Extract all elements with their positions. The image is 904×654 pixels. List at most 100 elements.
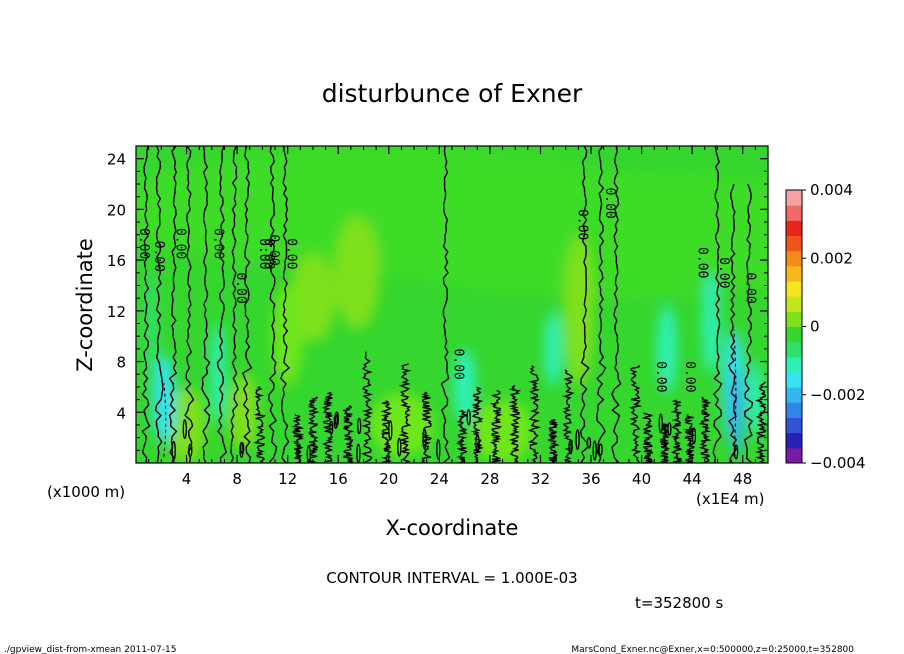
contour-line: [398, 363, 412, 463]
colorbar-swatch: [786, 265, 802, 282]
x-tick-label: 36: [581, 470, 600, 488]
contour-label: 0.00: [266, 234, 281, 265]
x-tick-label: 24: [430, 470, 449, 488]
contour-line: [470, 386, 484, 463]
x-tick-label: 12: [278, 470, 297, 488]
contour-loop: [436, 439, 441, 460]
colorbar-swatch: [786, 205, 802, 221]
colorbar-swatch: [786, 326, 802, 343]
x-tick-label: 28: [480, 470, 499, 488]
contour-label: 0.00: [653, 361, 668, 392]
contour-line: [596, 146, 607, 463]
contour-loop: [586, 436, 592, 449]
chart-title: disturbunce of Exner: [322, 79, 583, 108]
field-patch: [152, 355, 176, 444]
field-patch: [728, 367, 744, 457]
colorbar-swatch: [786, 447, 802, 464]
contour-label: 0.00: [284, 238, 299, 269]
contour-label: 0.00: [451, 348, 466, 379]
contour-loop: [475, 433, 480, 453]
field-patch: [563, 234, 594, 387]
contour-interval-note: CONTOUR INTERVAL = 1.000E-03: [326, 569, 577, 587]
contour-label: 0.00: [172, 228, 187, 259]
y-tick-label: 4: [116, 404, 126, 422]
contour-label: 0.00: [233, 272, 248, 303]
field-patch: [334, 215, 380, 330]
contour-loop: [334, 411, 339, 427]
contour-label: 0.00: [695, 247, 710, 278]
colorbar-swatch: [786, 402, 802, 418]
negative-contour: [733, 329, 737, 457]
field-patch: [470, 399, 535, 463]
contour-loop: [733, 444, 739, 460]
contour-loop: [658, 413, 663, 434]
contour-line: [184, 146, 195, 463]
contour-line: [743, 183, 754, 463]
contour-label: 0.00: [151, 241, 166, 272]
contour-label: 0.00: [716, 257, 731, 288]
colorbar-swatch: [786, 220, 802, 236]
field-patch: [747, 361, 763, 438]
contour-loop: [691, 427, 697, 445]
negative-contour: [163, 383, 167, 457]
field-patch: [544, 310, 562, 387]
field-patch: [146, 272, 159, 400]
contour-line: [659, 423, 671, 463]
contour-line: [420, 391, 433, 463]
contour-loop: [329, 420, 334, 435]
contour-line: [489, 389, 503, 463]
contour-line: [670, 399, 684, 463]
contour-line: [547, 419, 560, 463]
contour-loop: [240, 442, 245, 454]
contour-loop: [575, 428, 580, 451]
contour-label: 0.00: [136, 228, 151, 259]
contour-loop: [357, 417, 362, 435]
colorbar-swatch: [786, 190, 802, 206]
contour-line: [698, 396, 712, 463]
contour-label: 0.00: [602, 187, 617, 218]
colorbar-swatch: [786, 341, 802, 358]
x-unit-left: (x1000 m): [47, 483, 125, 501]
colorbar-tick-label: 0: [810, 318, 820, 336]
y-tick-label: 8: [116, 354, 126, 372]
contour-line: [216, 146, 227, 463]
contour-loop: [598, 443, 603, 456]
contour-line: [380, 400, 393, 463]
x-tick-label: 44: [683, 470, 702, 488]
contour-line: [754, 381, 768, 463]
contour-line: [241, 146, 253, 463]
contour-loop: [422, 428, 427, 450]
contour-line: [683, 414, 696, 463]
heatmap-field: 0.00 0.00 0.00 0.000.000.000.000.00 0.000.00…: [136, 146, 768, 463]
contour-line: [230, 146, 239, 463]
colorbar-tick-label: −0.004: [810, 454, 866, 472]
contour-label: 0.00: [682, 361, 697, 392]
x-axis: 4 8 12 16 20 24 28 32 36 40 44 48: [148, 146, 756, 488]
contour-line: [154, 146, 164, 463]
x-tick-label: 40: [632, 470, 651, 488]
colorbar-swatch: [786, 432, 802, 449]
x-unit-right: (x1E4 m): [696, 490, 765, 508]
contour-line: [727, 183, 738, 463]
contour-line: [267, 146, 278, 463]
field-patch: [210, 323, 226, 425]
contour-line: [508, 384, 522, 463]
contour-line: [712, 146, 723, 463]
contour-loop: [667, 422, 672, 436]
contour-loop: [568, 440, 573, 455]
contour-loop: [466, 409, 471, 426]
x-axis-label: X-coordinate: [386, 516, 519, 540]
contour-line: [440, 146, 451, 463]
contour-loop: [388, 420, 393, 441]
colorbar-swatch: [786, 417, 802, 434]
contour-loop: [592, 440, 597, 461]
colorbar-swatch: [786, 235, 802, 252]
field-patch: [272, 285, 303, 387]
x-tick-label: 4: [182, 470, 192, 488]
colorbar-tick-label: −0.002: [810, 386, 866, 404]
contour-lines: [141, 146, 768, 463]
colorbar-tick-label: 0.002: [810, 249, 853, 267]
colorbar-swatch: [786, 281, 802, 297]
colorbar-swatch: [786, 250, 802, 267]
